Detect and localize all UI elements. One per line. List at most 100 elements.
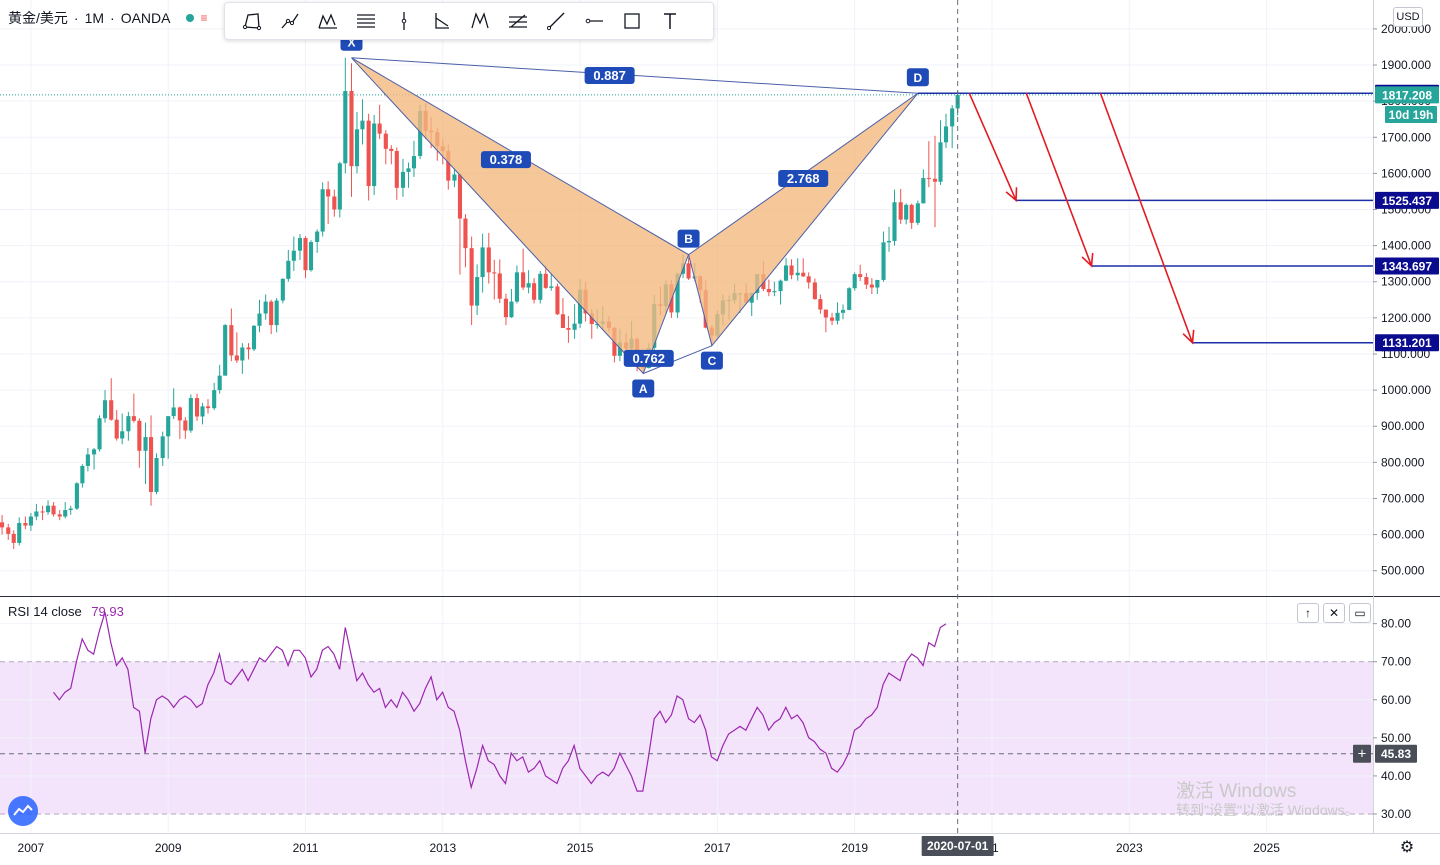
candle-3 xyxy=(17,523,22,543)
arrow-head-1 xyxy=(1081,252,1094,268)
time-axis: 2007200920112013201520172019212023202520… xyxy=(18,836,1280,856)
candle-72 xyxy=(411,156,417,169)
candle-84 xyxy=(480,247,485,278)
maximize-icon[interactable]: ▭ xyxy=(1349,603,1371,623)
time-tick-1: 2009 xyxy=(155,841,182,855)
candle-23 xyxy=(131,416,136,421)
time-tick-6: 2019 xyxy=(841,841,868,855)
candle-43 xyxy=(246,347,251,350)
candle-162 xyxy=(926,178,931,180)
move-up-icon[interactable]: ↑ xyxy=(1297,603,1319,623)
candle-56 xyxy=(320,189,325,232)
candle-118 xyxy=(675,273,680,313)
price-tick-9: 1400.000 xyxy=(1381,239,1431,253)
windows-watermark-hint: 转到"设置"以激活 Windows。 xyxy=(1176,802,1359,818)
point-label-x: X xyxy=(347,35,355,49)
grid-lines xyxy=(0,0,1373,833)
symbol-name: 黄金/美元 xyxy=(8,10,68,26)
harmonic-pattern: 0.887 0.378 0.762 2.768 X A B C D xyxy=(340,32,929,398)
symbol-interval: 1M xyxy=(84,10,105,26)
rsi-tick-3: 60.00 xyxy=(1381,693,1411,707)
rsi-tick-2: 50.00 xyxy=(1381,731,1411,745)
horizontal-ray-icon[interactable] xyxy=(575,5,613,37)
candle-148 xyxy=(847,288,852,310)
price-axis: 500.000 600.000 700.000 800.000 900.000 1000.… xyxy=(1353,22,1439,821)
vertical-line-icon[interactable] xyxy=(385,5,423,37)
price-label-box-1 xyxy=(1375,86,1439,104)
candle-62 xyxy=(354,129,360,167)
polyline-icon[interactable] xyxy=(233,5,271,37)
pattern-icon[interactable] xyxy=(309,5,347,37)
candle-18 xyxy=(102,400,108,419)
price-label-2: 10d 19h xyxy=(1389,108,1434,122)
rsi-cursor-box xyxy=(1375,744,1417,763)
candle-160 xyxy=(915,203,920,223)
candle-29 xyxy=(166,416,171,437)
candle-11 xyxy=(63,510,68,517)
candle-80 xyxy=(457,174,463,219)
candle-142 xyxy=(812,282,817,300)
parallel-lines-icon[interactable] xyxy=(347,5,385,37)
candle-161 xyxy=(921,178,926,204)
candle-152 xyxy=(869,284,874,288)
xabcd-icon[interactable] xyxy=(461,5,499,37)
candle-26 xyxy=(148,437,154,492)
candle-55 xyxy=(315,231,320,243)
price-label-box-3 xyxy=(1375,191,1439,209)
candle-6 xyxy=(34,511,39,517)
candle-131 xyxy=(749,292,754,303)
currency-button[interactable]: USD xyxy=(1393,7,1423,27)
candle-0 xyxy=(0,522,5,528)
ratio-tag-2 xyxy=(623,349,674,367)
candle-108 xyxy=(617,342,622,356)
candle-79 xyxy=(452,174,457,181)
candle-165 xyxy=(943,126,949,143)
close-icon[interactable]: ✕ xyxy=(1323,603,1345,623)
candle-156 xyxy=(892,202,897,241)
fib-icon[interactable] xyxy=(499,5,537,37)
point-tag-a xyxy=(632,379,655,398)
ray-icon[interactable] xyxy=(537,5,575,37)
candle-60 xyxy=(343,91,348,164)
candle-34 xyxy=(194,398,200,417)
abcd-icon[interactable] xyxy=(423,5,461,37)
candle-1 xyxy=(6,527,11,534)
candle-44 xyxy=(251,325,257,350)
tradingview-logo-icon[interactable] xyxy=(8,796,38,826)
crosshair-date-box xyxy=(921,836,994,856)
ratio-tag-3 xyxy=(778,169,829,187)
candle-16 xyxy=(91,449,97,455)
ratio-label-1: 0.378 xyxy=(490,152,523,167)
candle-141 xyxy=(806,276,811,283)
candle-59 xyxy=(337,163,342,210)
ratio-tag-1 xyxy=(480,151,531,169)
text-icon[interactable] xyxy=(651,5,689,37)
price-tick-14: 1900.000 xyxy=(1381,58,1431,72)
candle-50 xyxy=(286,260,291,279)
equals-icon[interactable]: ≡ xyxy=(200,11,208,25)
candle-81 xyxy=(463,218,468,249)
price-label-5: 1131.201 xyxy=(1382,336,1432,350)
trend-line-icon[interactable] xyxy=(271,5,309,37)
candle-140 xyxy=(801,272,806,277)
arrow-line-0 xyxy=(968,92,1017,201)
price-label-box-4 xyxy=(1375,257,1439,275)
rectangle-icon[interactable] xyxy=(613,5,651,37)
candle-91 xyxy=(521,272,526,288)
candle-100 xyxy=(572,323,577,330)
drawing-toolbar xyxy=(224,2,714,40)
candle-45 xyxy=(257,313,262,326)
symbol-sep-2: · xyxy=(110,10,115,26)
gear-icon[interactable]: ⚙ xyxy=(1399,839,1415,856)
candle-25 xyxy=(143,437,148,451)
point-label-a: A xyxy=(639,382,648,396)
pane-controls: ↑ ✕ ▭ xyxy=(1297,603,1371,623)
candle-15 xyxy=(85,454,90,466)
candle-64 xyxy=(366,120,371,187)
candle-155 xyxy=(886,240,892,243)
rsi-line xyxy=(53,612,947,792)
price-tick-11: 1600.000 xyxy=(1381,166,1431,180)
plus-icon: + xyxy=(1358,746,1367,763)
